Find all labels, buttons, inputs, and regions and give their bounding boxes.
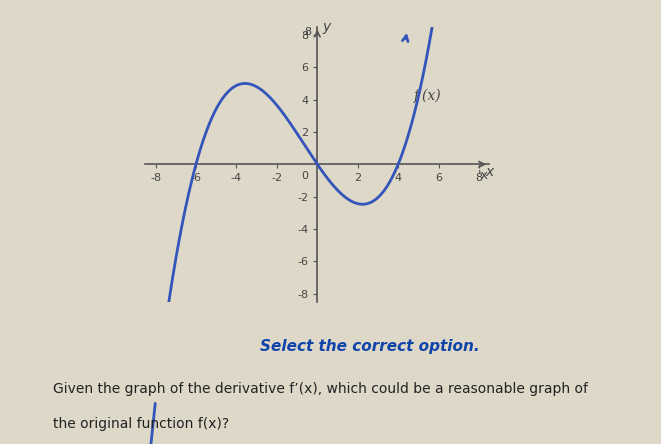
- Text: 8: 8: [304, 27, 311, 37]
- Text: Select the correct option.: Select the correct option.: [260, 339, 480, 354]
- Text: x: x: [485, 165, 493, 178]
- Text: 'x: 'x: [478, 169, 488, 182]
- Text: y: y: [323, 20, 330, 35]
- Text: Given the graph of the derivative f’(x), which could be a reasonable graph of: Given the graph of the derivative f’(x),…: [53, 382, 588, 396]
- Text: f'(x): f'(x): [414, 88, 442, 103]
- Text: 0: 0: [301, 171, 308, 181]
- Text: the original function f(x)?: the original function f(x)?: [53, 417, 229, 432]
